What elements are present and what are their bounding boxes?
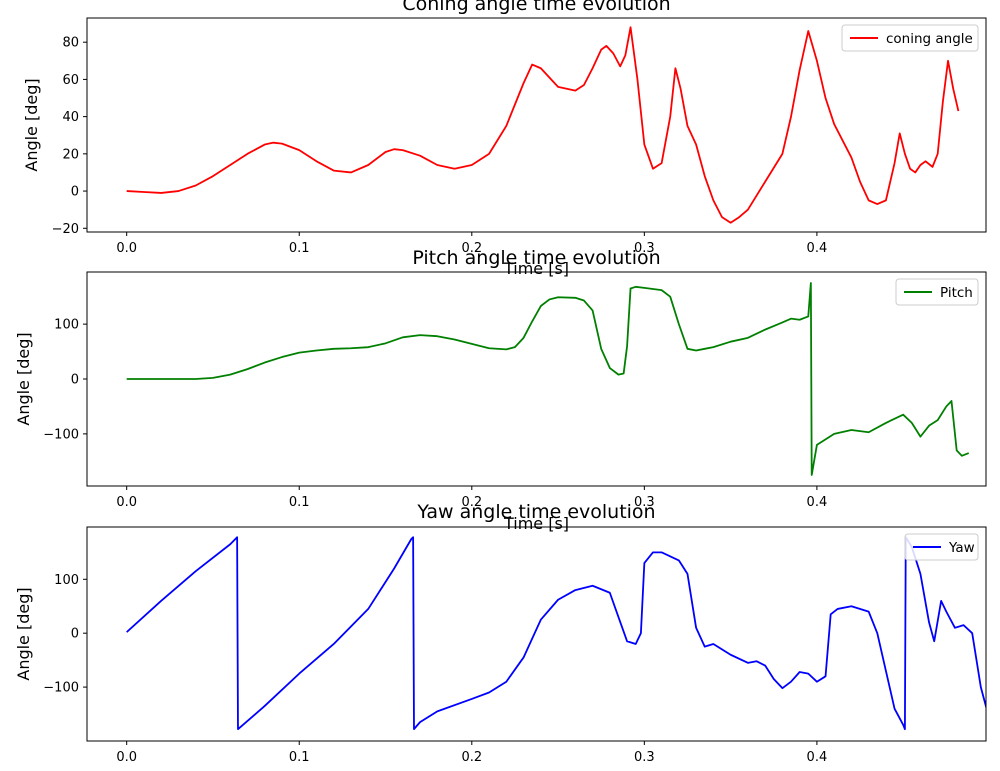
legend: Pitch xyxy=(895,278,979,306)
x-tick-label: 0.0 xyxy=(116,241,137,256)
legend-box xyxy=(841,24,979,52)
x-tick-label: 0.4 xyxy=(807,750,828,765)
legend-box xyxy=(895,278,979,306)
axes-frame xyxy=(86,526,987,742)
legend: coning angle xyxy=(841,24,979,52)
chart-title: Yaw angle time evolution xyxy=(416,501,655,523)
y-tick-label: 60 xyxy=(62,73,79,88)
axes-frame xyxy=(86,17,987,233)
y-axis-label: Angle [deg] xyxy=(14,587,33,680)
chart-title: Pitch angle time evolution xyxy=(412,247,660,269)
y-axis-label: Angle [deg] xyxy=(14,332,33,425)
legend-label: coning angle xyxy=(886,31,973,47)
y-tick-label: 100 xyxy=(54,318,79,333)
chart-title: Coning angle time evolution xyxy=(402,0,670,15)
y-axis-label: Angle [deg] xyxy=(22,78,41,171)
series-line-yaw xyxy=(126,536,986,731)
y-tick-label: −20 xyxy=(52,222,79,237)
chart-panel-1: Time [s] 0.0 0.1 0.2 0.3 0.4 −20 0 20 40 60 80 Angle… xyxy=(22,0,987,278)
x-tick-label: 0.2 xyxy=(461,750,482,765)
x-tick-label: 0.1 xyxy=(289,495,310,510)
series-line-coning-angle xyxy=(126,26,960,224)
y-tick-label: −100 xyxy=(43,427,79,442)
chart-panel-2: Time [s] 0.0 0.1 0.2 0.3 0.4 −100 0 100 Angle [de… xyxy=(14,247,987,533)
y-tick-label: 0 xyxy=(71,627,79,642)
y-tick-label: 20 xyxy=(62,147,79,162)
y-tick-label: 0 xyxy=(71,373,79,388)
x-tick-label: 0.2 xyxy=(461,495,482,510)
legend: Yaw xyxy=(904,533,979,561)
x-axis-label: Time [s] xyxy=(503,514,569,533)
y-tick-label: 100 xyxy=(54,573,79,588)
x-tick-label: 0.4 xyxy=(807,495,828,510)
chart-panel-3: 0.0 0.1 0.2 0.3 0.4 −100 0 100 Angle [deg] Yaw an… xyxy=(14,501,987,765)
series-line-pitch xyxy=(126,282,970,476)
x-tick-label: 0.0 xyxy=(116,750,137,765)
x-tick-label: 0.2 xyxy=(461,241,482,256)
legend-label: Pitch xyxy=(940,285,973,301)
x-tick-label: 0.3 xyxy=(634,241,655,256)
x-tick-label: 0.3 xyxy=(634,495,655,510)
legend-box xyxy=(904,533,979,561)
x-tick-label: 0.1 xyxy=(289,750,310,765)
x-tick-label: 0.0 xyxy=(116,495,137,510)
axes-frame xyxy=(86,271,987,487)
x-axis-label: Time [s] xyxy=(503,259,569,278)
x-tick-label: 0.1 xyxy=(289,241,310,256)
y-tick-label: −100 xyxy=(43,681,79,696)
y-tick-label: 0 xyxy=(71,185,79,200)
x-tick-label: 0.3 xyxy=(634,750,655,765)
legend-label: Yaw xyxy=(948,540,975,556)
y-tick-label: 80 xyxy=(62,36,79,51)
x-tick-label: 0.4 xyxy=(807,241,828,256)
y-tick-label: 40 xyxy=(62,110,79,125)
